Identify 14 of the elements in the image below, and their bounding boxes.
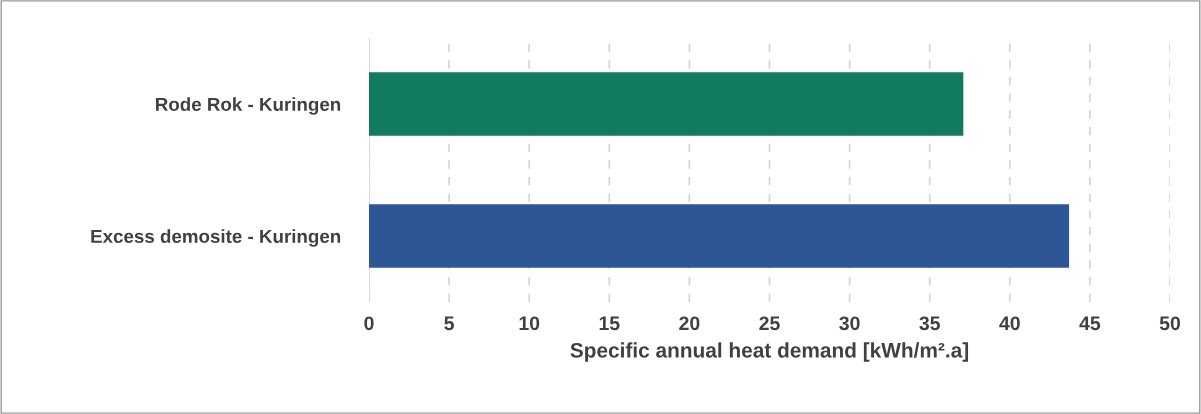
x-tick-label: 0 [364, 316, 374, 331]
x-tick-label: 25 [759, 316, 780, 331]
y-tick-label: Excess demosite - Kuringen [91, 229, 341, 247]
x-tick-label: 45 [1079, 316, 1101, 331]
x-tick-label: 35 [919, 316, 940, 331]
x-tick-label: 5 [444, 316, 454, 331]
x-tick-label: 40 [999, 316, 1020, 331]
x-axis-title: Specific annual heat demand [kWh/m².a] [570, 342, 969, 362]
x-tick-label: 50 [1159, 316, 1181, 331]
y-tick-label: Rode Rok - Kuringen [156, 97, 341, 115]
x-tick-label: 30 [839, 316, 860, 331]
x-tick-label: 15 [599, 316, 620, 331]
x-tick-label: 20 [679, 316, 700, 331]
x-tick-label: 10 [519, 316, 540, 331]
